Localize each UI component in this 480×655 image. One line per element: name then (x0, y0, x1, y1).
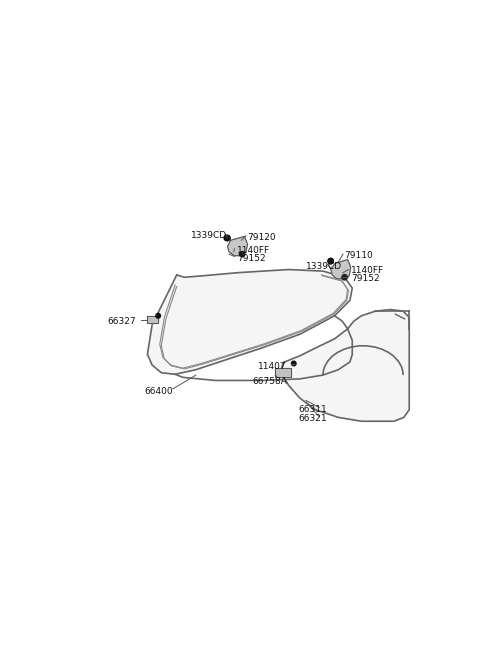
Circle shape (291, 361, 296, 365)
Text: 66758A: 66758A (252, 377, 287, 386)
Circle shape (328, 258, 334, 264)
Text: 79110: 79110 (345, 251, 373, 260)
Text: 79120: 79120 (248, 233, 276, 242)
Circle shape (328, 258, 334, 264)
Text: 66400: 66400 (144, 386, 173, 396)
Polygon shape (281, 310, 409, 421)
Text: 66327: 66327 (108, 317, 136, 326)
Text: 66321: 66321 (299, 415, 327, 423)
Polygon shape (228, 236, 248, 255)
Polygon shape (147, 270, 352, 374)
Polygon shape (331, 259, 351, 279)
Text: 11407: 11407 (258, 362, 287, 371)
Circle shape (224, 235, 229, 240)
Text: 79152: 79152 (351, 274, 379, 283)
Polygon shape (147, 316, 158, 324)
Polygon shape (275, 368, 291, 377)
Text: 1140FF: 1140FF (237, 246, 270, 255)
Text: 1140FF: 1140FF (351, 267, 384, 276)
Text: 79152: 79152 (237, 254, 265, 263)
Text: 66311: 66311 (299, 405, 327, 414)
Text: 1339CD: 1339CD (306, 262, 342, 271)
Circle shape (156, 314, 160, 318)
Circle shape (225, 235, 230, 240)
Circle shape (240, 252, 245, 257)
Text: 1339CD: 1339CD (191, 231, 227, 240)
Circle shape (342, 274, 347, 280)
